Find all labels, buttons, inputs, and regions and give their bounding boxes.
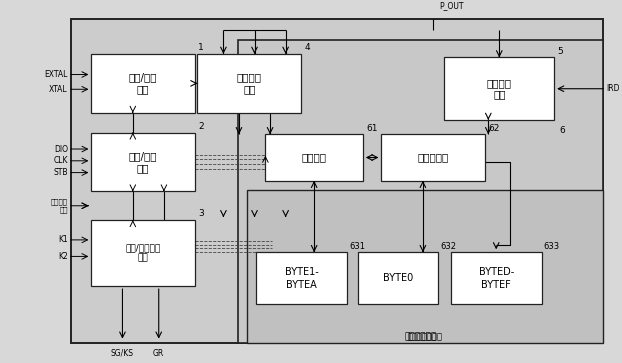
Bar	[266, 134, 363, 181]
Text: 5: 5	[557, 47, 563, 56]
Text: IRD: IRD	[606, 84, 620, 93]
Bar	[71, 19, 603, 343]
Text: 6: 6	[559, 126, 565, 135]
Text: 61: 61	[366, 123, 378, 132]
Text: P_OUT: P_OUT	[439, 1, 464, 10]
Text: 2: 2	[198, 122, 204, 131]
Text: 实时时钟
模块: 实时时钟 模块	[237, 73, 262, 94]
Text: SG/KS: SG/KS	[111, 349, 134, 358]
Text: 632: 632	[440, 242, 456, 251]
Text: 电源管理寄存器: 电源管理寄存器	[407, 333, 442, 342]
Text: 比较器组: 比较器组	[302, 152, 327, 163]
Bar	[91, 220, 195, 286]
Text: GR: GR	[153, 349, 164, 358]
Bar	[198, 54, 301, 113]
Text: 遥控接收
模块: 遥控接收 模块	[487, 78, 512, 99]
Bar	[238, 40, 603, 343]
Text: 通讯/控制
模块: 通讯/控制 模块	[129, 151, 157, 173]
Bar	[247, 190, 603, 343]
Bar	[91, 54, 195, 113]
Text: 晶振/分频
模块: 晶振/分频 模块	[129, 73, 157, 94]
Text: K1: K1	[58, 235, 68, 244]
Bar	[381, 134, 485, 181]
Text: 电源控制器: 电源控制器	[417, 152, 449, 163]
Bar	[256, 252, 348, 304]
Bar	[358, 252, 438, 304]
Text: 1: 1	[198, 43, 204, 52]
Text: BYTE1-
BYTEA: BYTE1- BYTEA	[285, 266, 318, 290]
Text: XTAL: XTAL	[49, 85, 68, 94]
Text: DIO: DIO	[54, 144, 68, 154]
Bar	[450, 252, 542, 304]
Text: 633: 633	[544, 242, 560, 251]
Text: EXTAL: EXTAL	[45, 70, 68, 79]
Text: 631: 631	[350, 242, 365, 251]
Bar	[444, 57, 554, 120]
Text: BYTED-
BYTEF: BYTED- BYTEF	[478, 266, 514, 290]
Text: CLK: CLK	[53, 156, 68, 165]
Text: 62: 62	[488, 123, 499, 132]
Bar	[91, 132, 195, 191]
Text: 上电复位
信号: 上电复位 信号	[51, 199, 68, 213]
Text: K2: K2	[58, 252, 68, 261]
Text: STB: STB	[53, 168, 68, 177]
Text: BYTE0: BYTE0	[383, 273, 413, 283]
Text: 电源管理模块: 电源管理模块	[404, 333, 437, 342]
Text: 显示/按键扫描
模块: 显示/按键扫描 模块	[126, 244, 161, 263]
Text: 3: 3	[198, 209, 204, 218]
Text: 4: 4	[304, 43, 310, 52]
